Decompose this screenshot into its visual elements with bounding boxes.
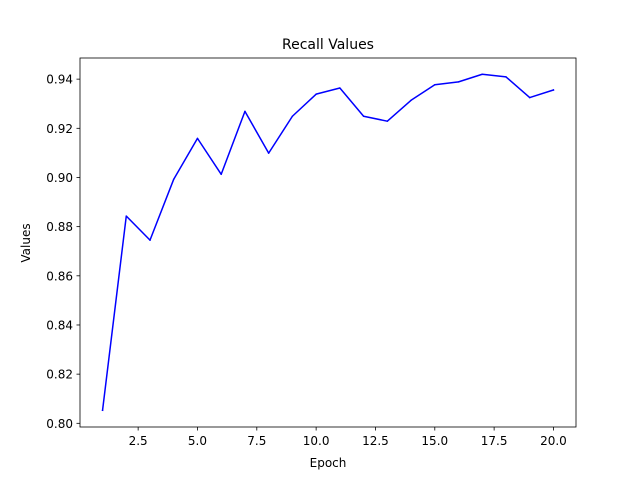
- y-tick-label: 0.94: [46, 73, 73, 87]
- x-tick-label: 2.5: [129, 434, 148, 448]
- x-tick-label: 12.5: [362, 434, 389, 448]
- x-tick-label: 5.0: [188, 434, 207, 448]
- y-tick-label: 0.90: [46, 171, 73, 185]
- y-tick-label: 0.82: [46, 368, 73, 382]
- data-point: [172, 178, 175, 180]
- x-tick-label: 10.0: [303, 434, 330, 448]
- plot-area: 2.5 5.0 7.5 10.0 12.5 15.0 17.5 20.0 0.80 0.82 0.8…: [46, 57, 577, 448]
- y-axis-label: Values: [19, 223, 33, 262]
- data-point: [267, 152, 270, 154]
- y-tick-label: 0.84: [46, 318, 73, 332]
- y-tick-label: 0.88: [46, 220, 73, 234]
- series-line-0: [101, 73, 555, 412]
- y-tick-label: 0.92: [46, 122, 73, 136]
- data-point: [434, 84, 436, 86]
- chart-title: Recall Values: [282, 37, 374, 53]
- data-point: [196, 137, 199, 140]
- x-tick-label: 17.5: [481, 434, 508, 448]
- data-point: [552, 89, 555, 91]
- data-point: [101, 409, 104, 412]
- data-point: [125, 215, 128, 217]
- data-point: [362, 115, 365, 118]
- data-point: [149, 239, 151, 241]
- data-point: [339, 87, 341, 89]
- plot-frame: [79, 57, 577, 428]
- y-tick-label: 0.86: [46, 269, 73, 283]
- data-point: [481, 73, 484, 75]
- data-point: [220, 173, 222, 176]
- data-point: [457, 81, 460, 83]
- x-tick-label: 7.5: [247, 434, 266, 448]
- data-point: [291, 115, 294, 118]
- x-tick-label: 20.0: [540, 434, 567, 448]
- data-point: [528, 96, 531, 99]
- data-point: [315, 93, 317, 95]
- data-point: [505, 76, 507, 78]
- data-point: [244, 110, 246, 113]
- x-axis-label: Epoch: [310, 456, 347, 470]
- x-tick-label: 15.0: [421, 434, 448, 448]
- data-point: [410, 99, 412, 102]
- data-point: [386, 120, 389, 122]
- y-tick-label: 0.80: [46, 417, 73, 431]
